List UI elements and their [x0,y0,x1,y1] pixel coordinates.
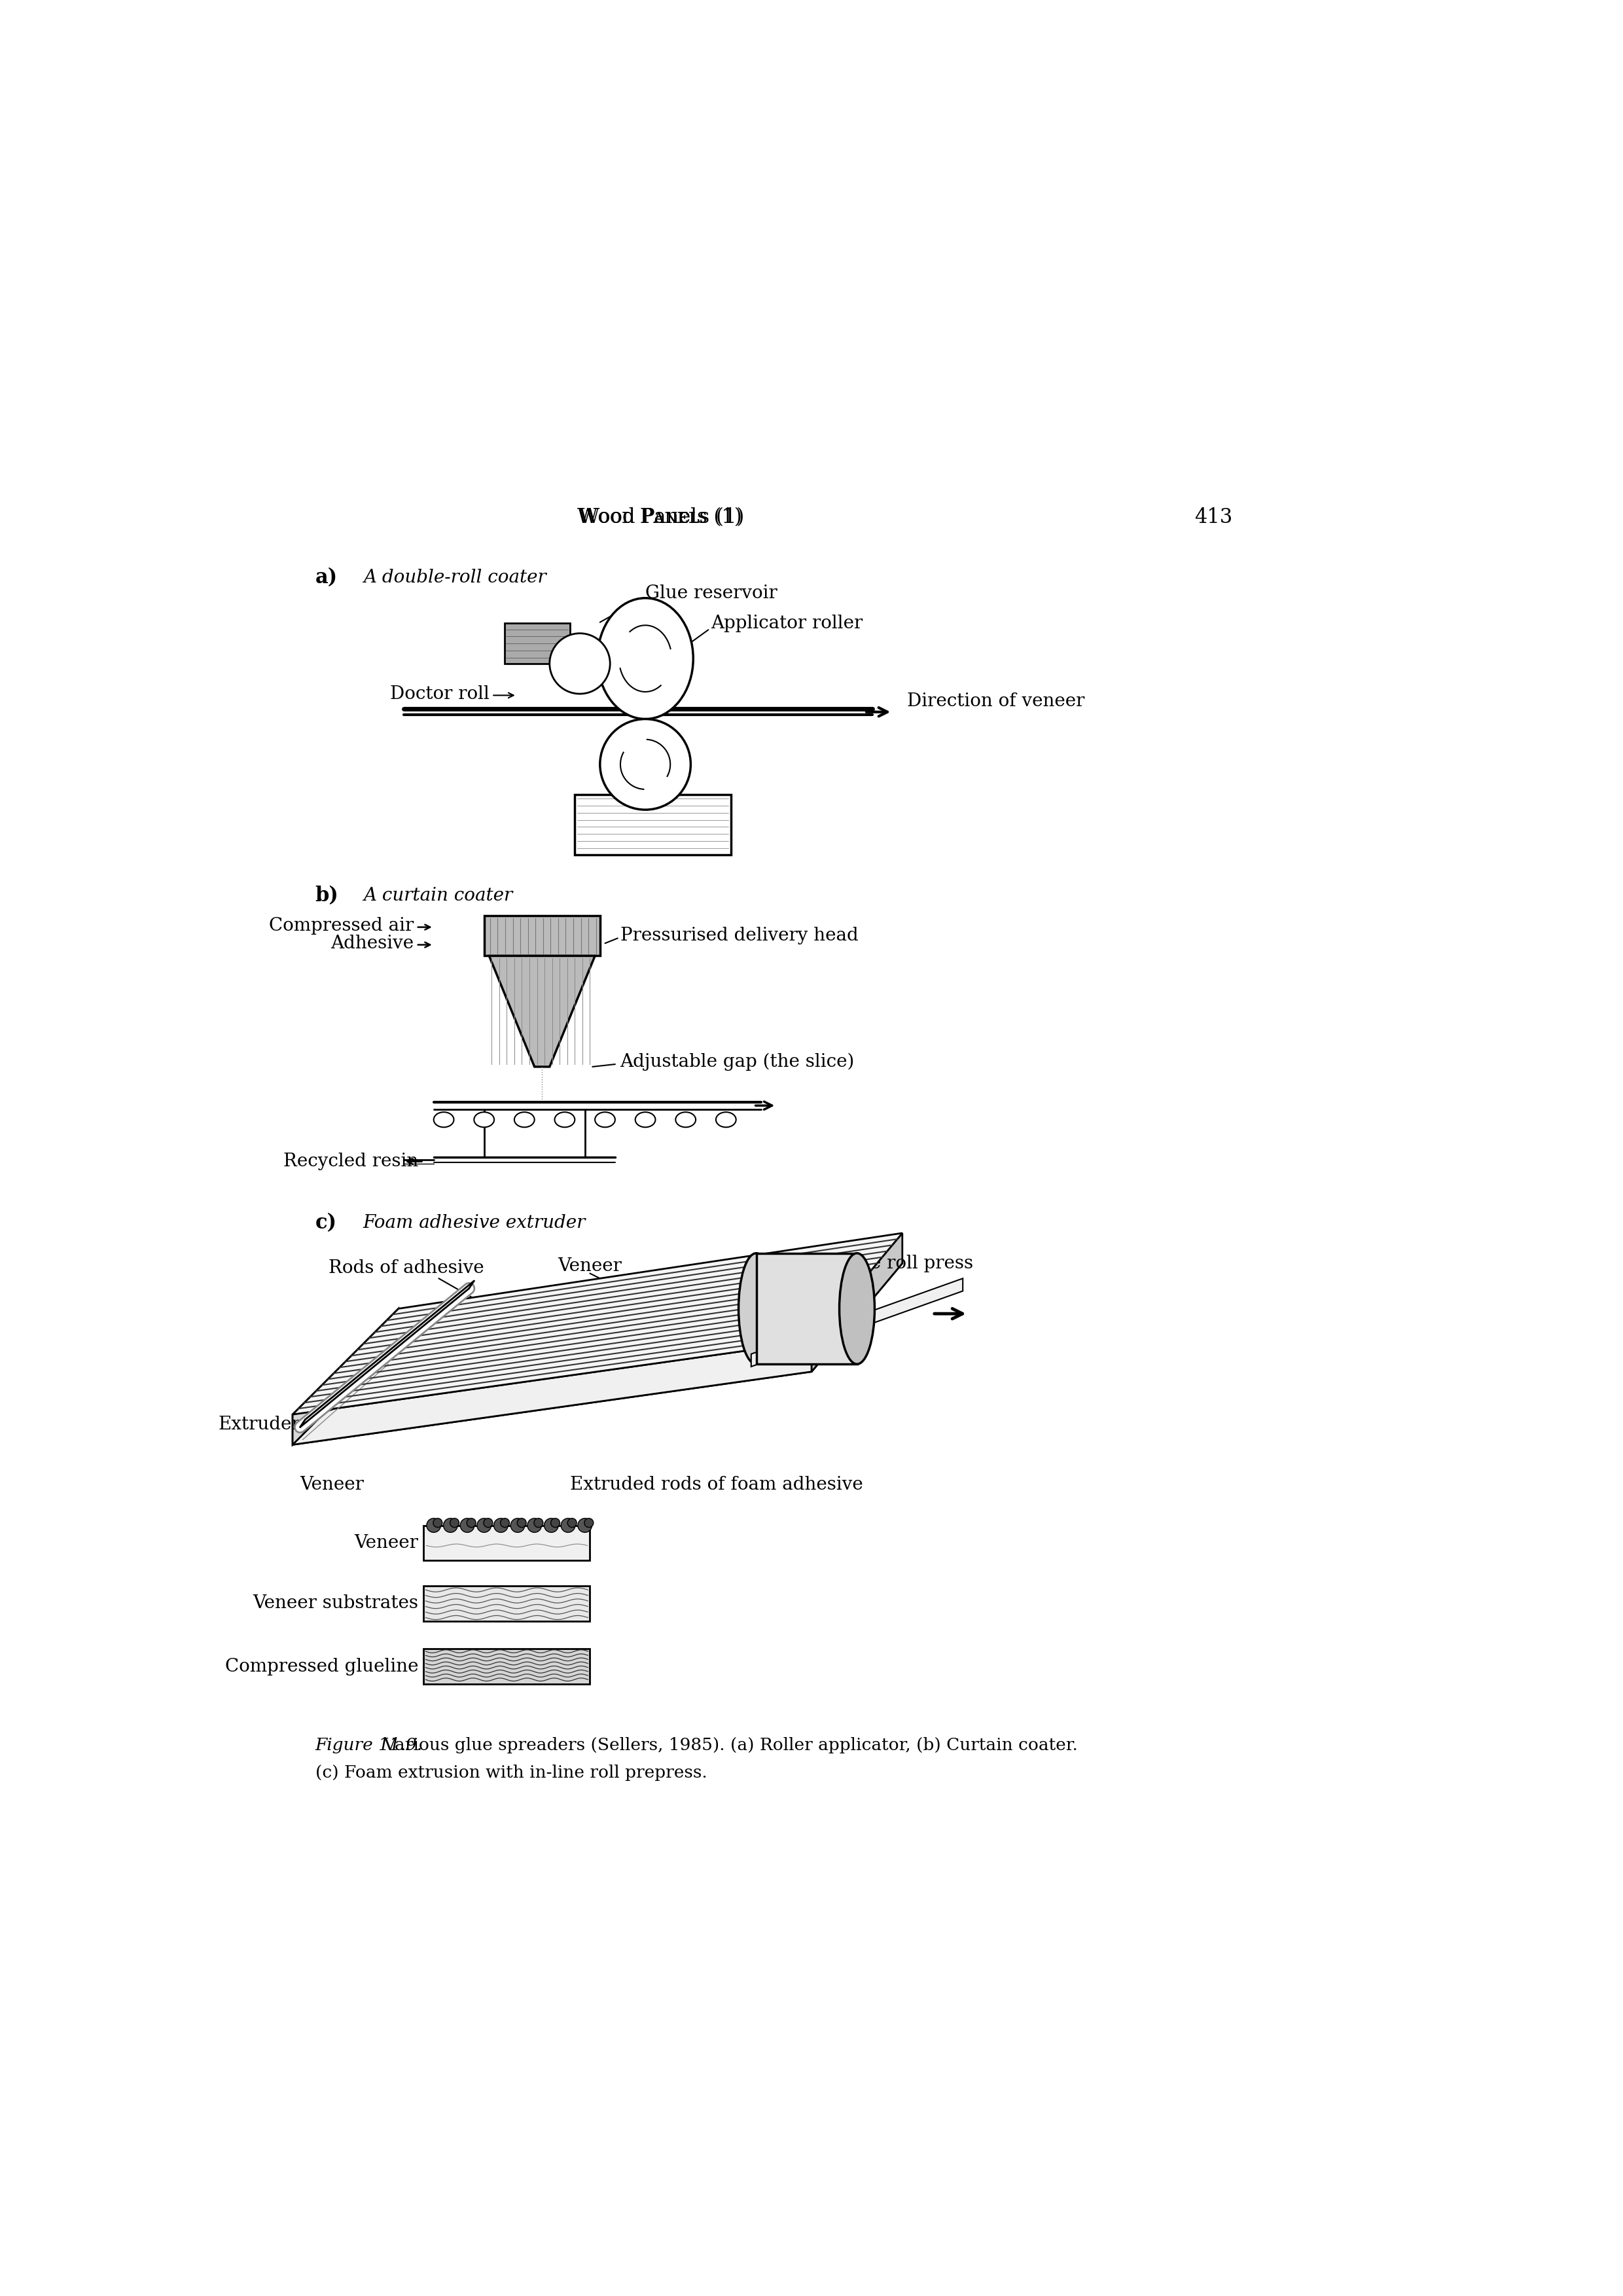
Text: a): a) [315,567,338,588]
Text: Wood Panels (1): Wood Panels (1) [579,507,742,528]
Text: Applicator roller: Applicator roller [711,615,863,631]
Text: Various glue spreaders (Sellers, 1985). (a) Roller applicator, (b) Curtain coate: Various glue spreaders (Sellers, 1985). … [378,1738,1078,1754]
Circle shape [550,1518,560,1527]
Text: Rods of adhesive: Rods of adhesive [328,1261,484,1277]
Text: Extruded rods of foam adhesive: Extruded rods of foam adhesive [570,1476,863,1495]
Circle shape [518,1518,526,1527]
Text: Compressed glueline: Compressed glueline [226,1658,419,1676]
Circle shape [584,1518,594,1527]
Text: Direction of veneer: Direction of veneer [907,693,1084,709]
Bar [484,916,601,955]
Ellipse shape [597,597,693,719]
Circle shape [443,1518,458,1531]
Text: In-line roll press: In-line roll press [821,1254,972,1272]
Text: b): b) [315,886,339,905]
Text: Veneer substrates: Veneer substrates [253,1596,419,1612]
Circle shape [527,1518,542,1531]
Text: Recycled resin: Recycled resin [284,1153,419,1171]
Text: A curtain coater: A curtain coater [364,886,513,905]
Text: Foam adhesive extruder: Foam adhesive extruder [364,1215,586,1233]
Text: 413: 413 [1195,507,1233,528]
Circle shape [450,1518,459,1527]
Ellipse shape [433,1111,454,1127]
Ellipse shape [596,1111,615,1127]
Polygon shape [292,1233,902,1414]
Text: Figure 11.9.: Figure 11.9. [315,1738,422,1754]
Circle shape [493,1518,508,1531]
Circle shape [568,1518,576,1527]
Text: (c) Foam extrusion with in-line roll prepress.: (c) Foam extrusion with in-line roll pre… [315,1766,708,1782]
Circle shape [578,1518,592,1531]
Circle shape [550,634,610,693]
Circle shape [433,1518,441,1527]
Text: Adjustable gap (the slice): Adjustable gap (the slice) [620,1054,855,1070]
Text: Glue reservoir: Glue reservoir [646,583,777,602]
Text: A double-roll coater: A double-roll coater [364,569,547,588]
Ellipse shape [555,1111,575,1127]
Text: Veneer: Veneer [558,1256,622,1274]
Text: Compressed air: Compressed air [269,916,414,934]
Circle shape [534,1518,544,1527]
Ellipse shape [635,1111,656,1127]
Text: Veneer: Veneer [300,1476,364,1495]
Ellipse shape [716,1111,737,1127]
Text: c): c) [315,1212,338,1233]
Circle shape [484,1518,493,1527]
Bar [505,622,570,664]
Ellipse shape [675,1111,696,1127]
Bar [575,794,730,854]
Text: Veneer: Veneer [354,1534,419,1552]
Polygon shape [751,1279,962,1366]
Ellipse shape [514,1111,534,1127]
Text: Doctor roll: Doctor roll [390,684,489,703]
Ellipse shape [738,1254,774,1364]
Bar [424,1587,589,1621]
Text: Wᴏᴏᴅ Pᴀɴᴇʟs (1): Wᴏᴏᴅ Pᴀɴᴇʟs (1) [576,507,743,528]
Polygon shape [489,955,596,1068]
Circle shape [544,1518,558,1531]
Polygon shape [812,1233,902,1371]
Circle shape [427,1518,441,1531]
Ellipse shape [474,1111,493,1127]
Text: Adhesive: Adhesive [331,934,414,953]
Polygon shape [292,1263,902,1444]
Circle shape [467,1518,476,1527]
Polygon shape [292,1341,812,1444]
Bar [756,1254,857,1364]
Circle shape [511,1518,524,1531]
Bar [424,1649,589,1683]
Circle shape [562,1518,575,1531]
Circle shape [500,1518,510,1527]
Circle shape [601,719,691,810]
Ellipse shape [839,1254,875,1364]
Text: Extruder: Extruder [217,1417,300,1433]
Bar [424,1525,589,1561]
Circle shape [477,1518,492,1531]
Text: Pressurised delivery head: Pressurised delivery head [620,928,859,944]
Circle shape [461,1518,474,1531]
Polygon shape [292,1309,398,1444]
